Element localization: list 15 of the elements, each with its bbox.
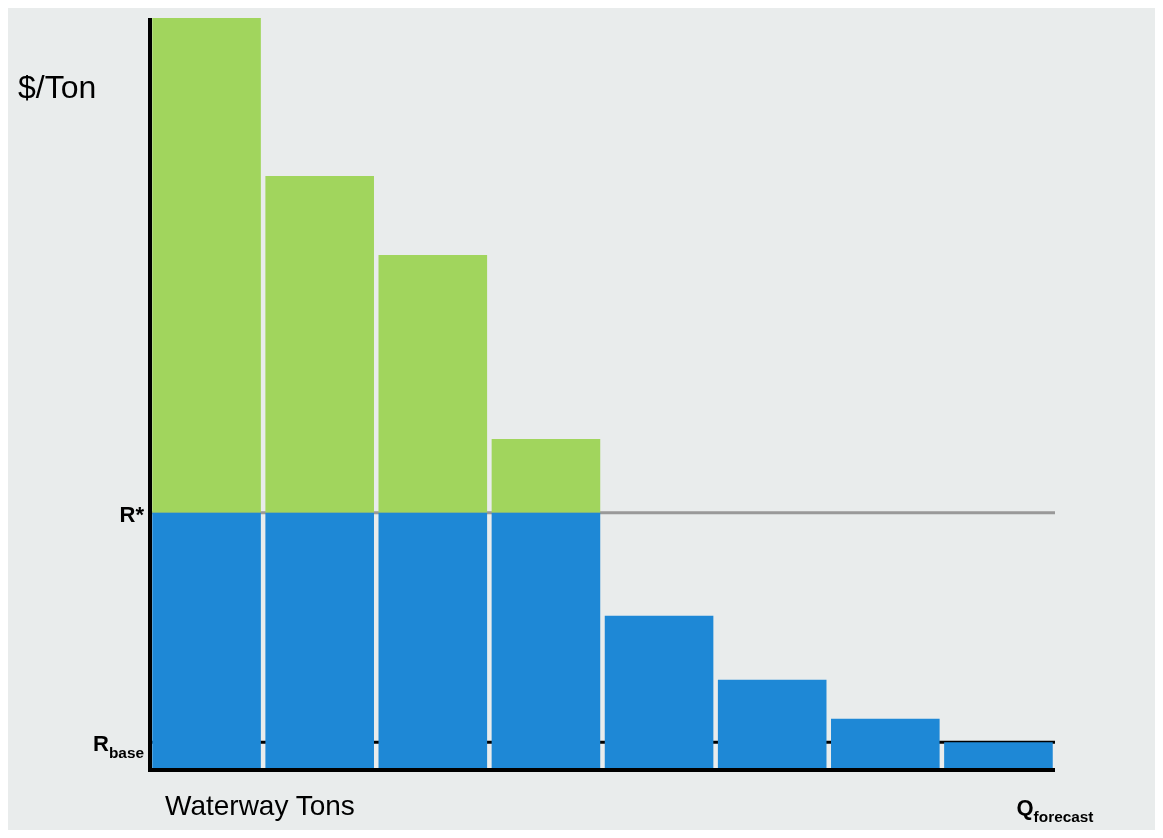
bar [491, 512, 601, 770]
bar [378, 254, 488, 513]
bar [944, 742, 1053, 770]
ref-line-label: R* [119, 501, 145, 527]
x-axis-title: Waterway Tons [165, 790, 355, 821]
bar [152, 18, 261, 513]
bar [717, 679, 827, 770]
bar [491, 439, 601, 513]
bar [604, 615, 714, 770]
bar [265, 175, 374, 513]
bar [831, 718, 940, 770]
bar [265, 512, 374, 770]
bar [152, 512, 261, 770]
bar [378, 512, 488, 770]
y-axis-title: $/Ton [18, 69, 97, 105]
